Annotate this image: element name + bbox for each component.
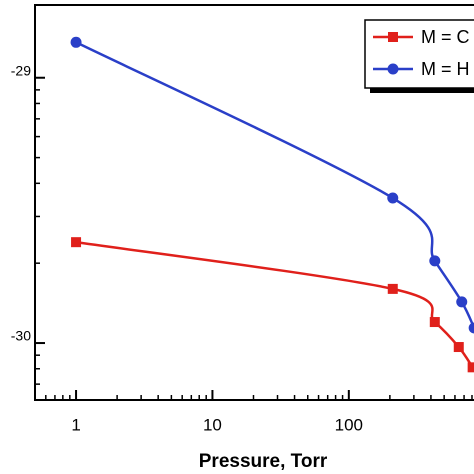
x-tick-label: 10 [203,415,222,434]
point-marker [468,322,474,334]
point-marker [387,192,399,204]
point-marker [456,296,468,308]
point-marker [70,36,82,48]
legend-label: M = C [421,27,470,47]
x-tick-label: 100 [335,415,363,434]
point-marker [429,317,440,328]
point-marker [71,237,82,248]
legend-marker [388,32,398,42]
legend-marker [387,63,399,75]
y-tick-label: -29 [11,62,31,78]
point-marker [467,362,474,373]
legend-label: M = H [421,59,470,79]
point-marker [429,255,441,267]
legend-box [364,19,474,89]
point-marker [453,342,464,353]
point-marker [387,283,398,294]
y-tick-label: -30 [11,328,31,344]
plot-frame [34,4,474,401]
x-axis-title: Pressure, Torr [199,451,328,472]
x-tick-label: 1 [71,415,80,434]
series-line [75,240,474,369]
